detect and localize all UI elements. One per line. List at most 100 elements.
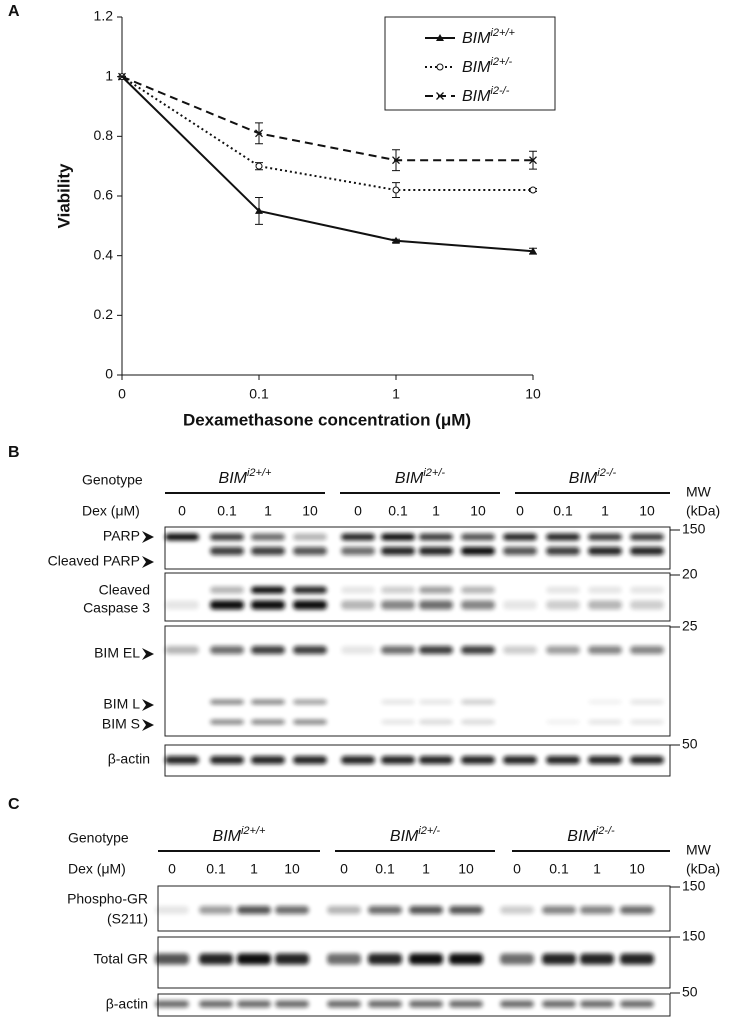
- arrow: [142, 699, 154, 711]
- band: [237, 953, 271, 965]
- allele: i2-/-: [490, 85, 509, 97]
- genotype: BIMi2-/-: [569, 467, 617, 487]
- marker: [255, 206, 263, 214]
- band: [419, 646, 453, 654]
- marker: [392, 236, 400, 244]
- band: [461, 586, 495, 594]
- gene-name: BIM: [462, 88, 491, 105]
- genotype: BIMi2+/-: [395, 467, 445, 487]
- band: [620, 1000, 654, 1008]
- band: [630, 533, 664, 541]
- legend-label: BIMi2+/-: [462, 56, 512, 76]
- band: [630, 547, 664, 555]
- row-label: Caspase 3: [83, 600, 150, 616]
- y-tick-label: 0.8: [94, 127, 114, 143]
- row-label: Cleaved: [99, 582, 150, 598]
- dose: 1: [250, 861, 258, 877]
- band: [165, 533, 199, 541]
- band: [293, 699, 327, 705]
- dose: 10: [629, 861, 645, 877]
- panel-label: A: [8, 3, 20, 20]
- band: [210, 646, 244, 654]
- band: [368, 953, 402, 965]
- band: [368, 1000, 402, 1008]
- band: [381, 586, 415, 594]
- y-tick-label: 1: [105, 67, 113, 83]
- band: [165, 756, 199, 764]
- band: [251, 586, 285, 594]
- row-label: Phospho-GR: [67, 891, 148, 907]
- marker: [529, 247, 537, 255]
- band: [630, 719, 664, 725]
- band: [419, 719, 453, 725]
- band: [588, 600, 622, 610]
- band: [165, 646, 199, 654]
- band: [409, 906, 443, 914]
- gene-name: BIM: [219, 470, 248, 487]
- y-tick-label: 0.2: [94, 306, 114, 322]
- band: [155, 953, 189, 965]
- band: [546, 533, 580, 541]
- band: [588, 699, 622, 705]
- band: [327, 953, 361, 965]
- mw-marker: 50: [682, 736, 698, 752]
- band: [588, 586, 622, 594]
- genotype-label: Genotype: [68, 830, 129, 846]
- band: [588, 719, 622, 725]
- marker: [529, 156, 537, 165]
- band: [580, 906, 614, 914]
- band: [293, 646, 327, 654]
- dex-label: Dex (μM): [82, 503, 140, 519]
- band: [275, 1000, 309, 1008]
- band: [546, 600, 580, 610]
- band: [546, 547, 580, 555]
- band: [461, 719, 495, 725]
- band: [251, 756, 285, 764]
- band: [381, 646, 415, 654]
- band: [461, 600, 495, 610]
- band: [341, 547, 375, 555]
- band: [588, 756, 622, 764]
- band: [199, 1000, 233, 1008]
- band: [251, 547, 285, 555]
- band: [419, 600, 453, 610]
- dose: 10: [458, 861, 474, 877]
- band: [409, 1000, 443, 1008]
- genotype: BIMi2+/+: [213, 825, 266, 845]
- band: [293, 756, 327, 764]
- band: [580, 953, 614, 965]
- band: [630, 756, 664, 764]
- legend-label: BIMi2-/-: [462, 85, 510, 105]
- band: [500, 953, 534, 965]
- genotype: BIMi2-/-: [567, 825, 615, 845]
- genotype: BIMi2+/+: [219, 467, 272, 487]
- x-tick-label: 1: [392, 386, 400, 402]
- x-tick-label: 10: [525, 386, 541, 402]
- dose: 1: [264, 503, 272, 519]
- band: [503, 547, 537, 555]
- dose: 0.1: [388, 503, 408, 519]
- band: [293, 600, 327, 610]
- y-tick-label: 1.2: [94, 8, 114, 24]
- band: [381, 756, 415, 764]
- row-label: β-actin: [108, 751, 150, 767]
- row-label: Total GR: [94, 951, 148, 967]
- band: [419, 533, 453, 541]
- series-line: [121, 75, 534, 253]
- mw-unit: (kDa): [686, 503, 720, 519]
- gene-name: BIM: [390, 828, 419, 845]
- panel-label: B: [8, 444, 20, 461]
- panel-label: C: [8, 796, 20, 813]
- band: [542, 953, 576, 965]
- blot-box: [164, 526, 671, 570]
- dose: 0: [516, 503, 524, 519]
- band: [449, 906, 483, 914]
- band: [293, 719, 327, 725]
- band: [381, 600, 415, 610]
- row-label: BIM EL: [94, 645, 140, 661]
- dose: 0.1: [206, 861, 226, 877]
- dose: 10: [639, 503, 655, 519]
- dose: 10: [470, 503, 486, 519]
- band: [381, 699, 415, 705]
